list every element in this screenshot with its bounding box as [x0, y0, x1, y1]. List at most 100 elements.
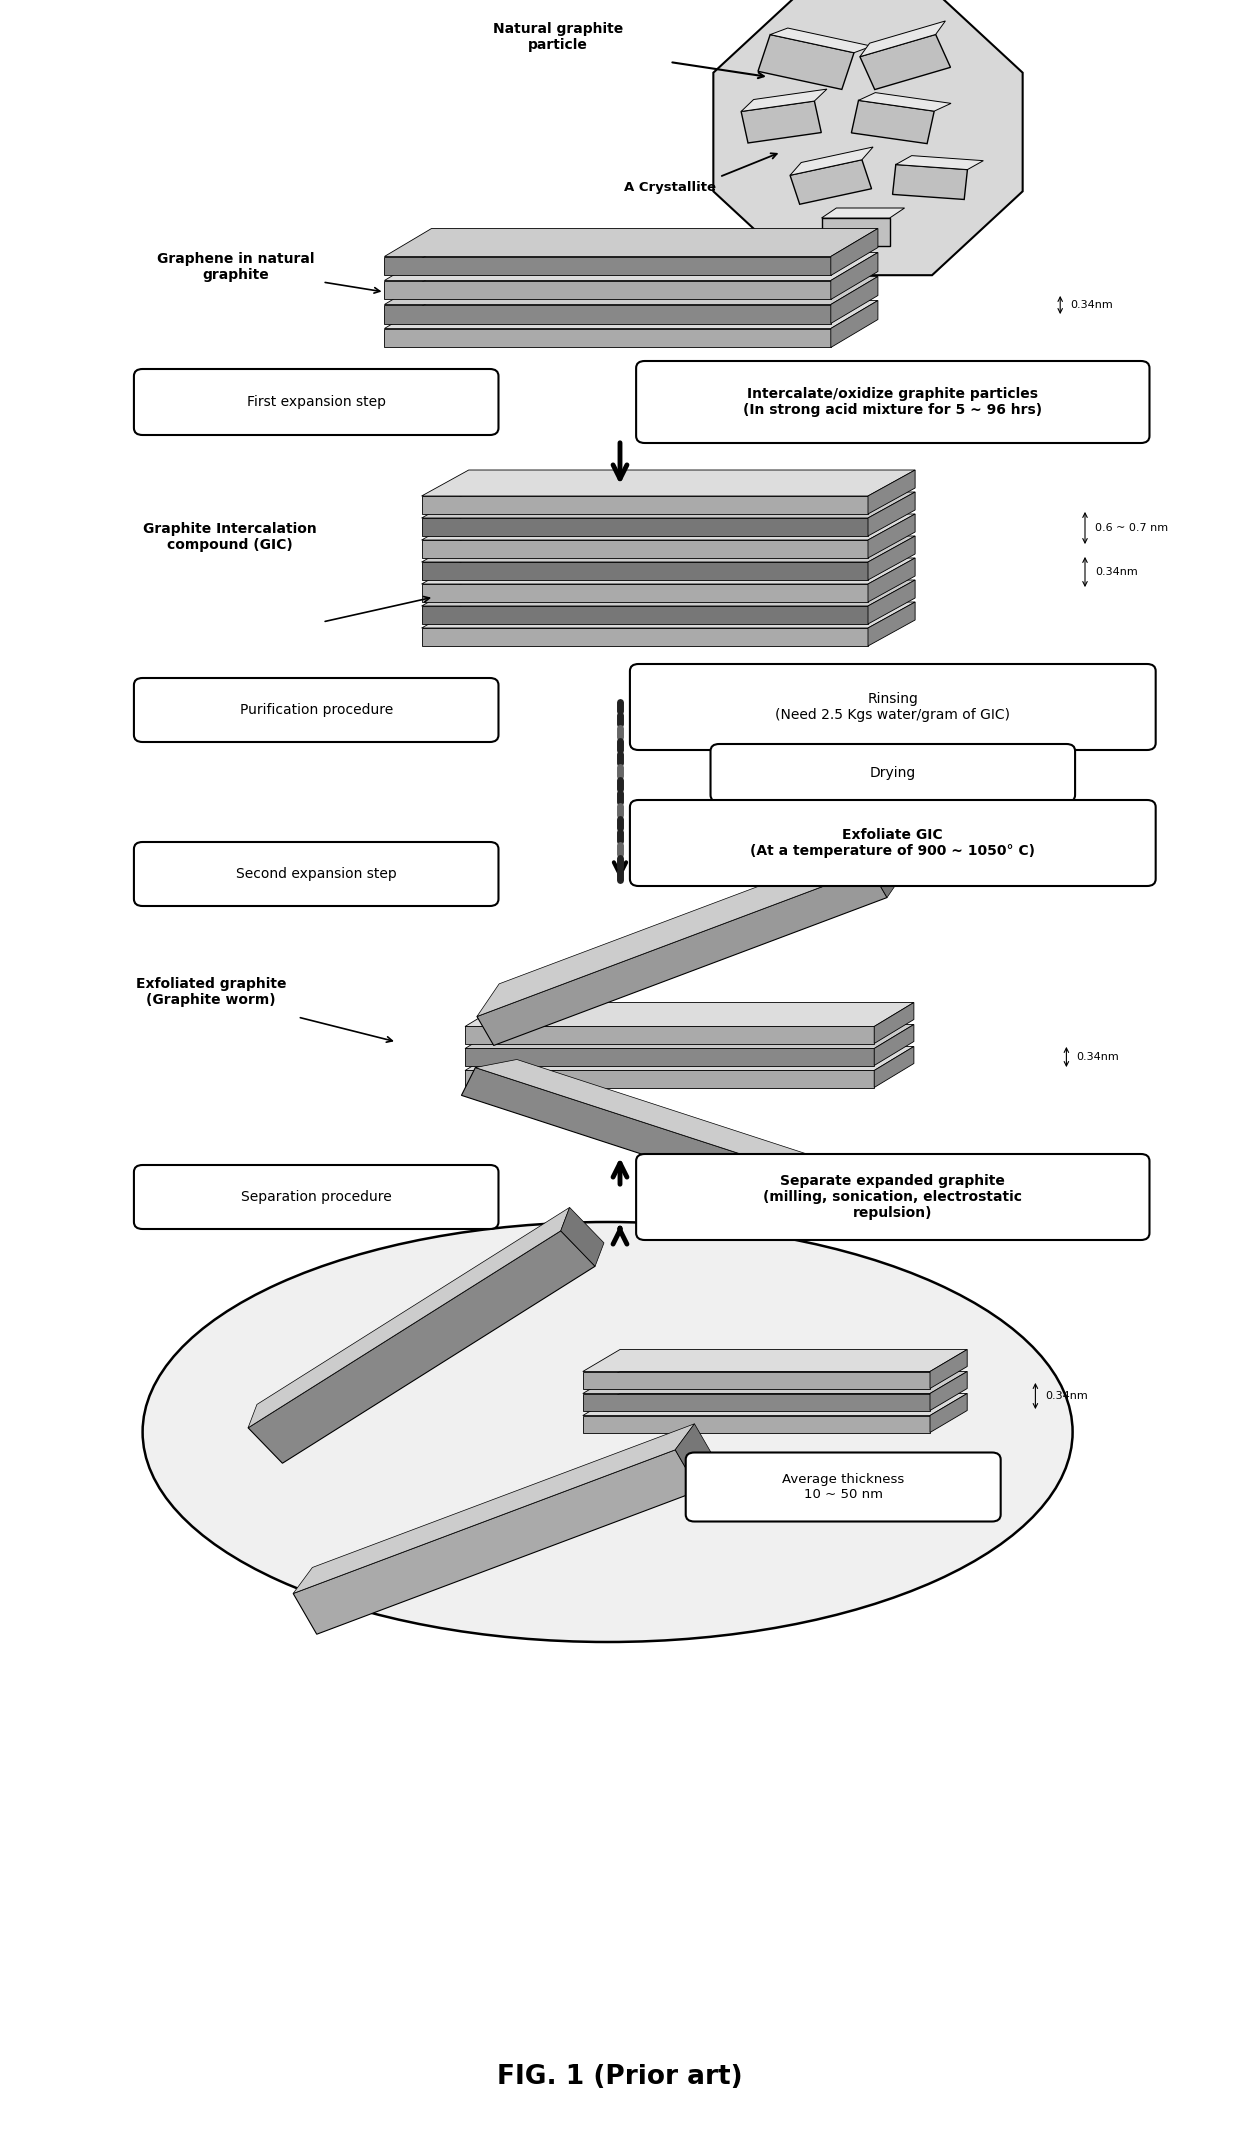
Polygon shape — [713, 0, 1023, 275]
Polygon shape — [384, 305, 831, 324]
Text: Graphene in natural
graphite: Graphene in natural graphite — [156, 252, 315, 281]
Polygon shape — [477, 836, 893, 1017]
Polygon shape — [422, 563, 868, 580]
Polygon shape — [742, 100, 821, 143]
Polygon shape — [790, 147, 873, 175]
Polygon shape — [384, 256, 831, 275]
Polygon shape — [874, 1025, 914, 1066]
Polygon shape — [895, 156, 983, 171]
FancyBboxPatch shape — [630, 800, 1156, 887]
Polygon shape — [422, 535, 915, 563]
Polygon shape — [831, 277, 878, 324]
Polygon shape — [831, 228, 878, 275]
Polygon shape — [868, 469, 915, 514]
Polygon shape — [893, 164, 967, 200]
Text: 0.34nm: 0.34nm — [1045, 1390, 1087, 1401]
Polygon shape — [852, 100, 934, 143]
FancyBboxPatch shape — [711, 744, 1075, 802]
Polygon shape — [821, 217, 890, 245]
Polygon shape — [293, 1424, 694, 1593]
Polygon shape — [422, 629, 868, 646]
Polygon shape — [868, 601, 915, 646]
Polygon shape — [293, 1450, 699, 1635]
Polygon shape — [248, 1230, 595, 1463]
Polygon shape — [583, 1394, 967, 1416]
FancyBboxPatch shape — [636, 1153, 1149, 1241]
Polygon shape — [422, 605, 868, 625]
Polygon shape — [859, 34, 951, 90]
Text: Average thickness
10 ~ 50 nm: Average thickness 10 ~ 50 nm — [782, 1473, 904, 1501]
Polygon shape — [384, 228, 878, 256]
Text: Separate expanded graphite
(milling, sonication, electrostatic
repulsion): Separate expanded graphite (milling, son… — [764, 1175, 1022, 1220]
Polygon shape — [384, 301, 878, 328]
Polygon shape — [422, 514, 915, 539]
Text: 0.34nm: 0.34nm — [1095, 567, 1137, 578]
Polygon shape — [422, 518, 868, 535]
Text: Drying: Drying — [869, 765, 916, 780]
FancyBboxPatch shape — [630, 663, 1156, 750]
Polygon shape — [465, 1047, 914, 1070]
Polygon shape — [868, 492, 915, 535]
Polygon shape — [770, 28, 872, 53]
Polygon shape — [858, 92, 951, 111]
Polygon shape — [465, 1070, 874, 1087]
Polygon shape — [868, 559, 915, 601]
Text: 0.34nm: 0.34nm — [1070, 301, 1112, 309]
Polygon shape — [583, 1416, 930, 1433]
Polygon shape — [422, 539, 868, 559]
Polygon shape — [422, 492, 915, 518]
Polygon shape — [465, 1025, 874, 1043]
Text: Second expansion step: Second expansion step — [236, 868, 397, 881]
Polygon shape — [868, 580, 915, 625]
Polygon shape — [864, 1190, 919, 1226]
FancyBboxPatch shape — [686, 1452, 1001, 1522]
Polygon shape — [758, 34, 854, 90]
Text: Exfoliated graphite
(Graphite worm): Exfoliated graphite (Graphite worm) — [135, 976, 286, 1006]
Text: 0.34nm: 0.34nm — [1076, 1051, 1118, 1062]
FancyBboxPatch shape — [134, 678, 498, 742]
Polygon shape — [465, 1049, 874, 1066]
Polygon shape — [831, 252, 878, 298]
Text: 0.6 ~ 0.7 nm: 0.6 ~ 0.7 nm — [1095, 522, 1168, 533]
Polygon shape — [422, 497, 868, 514]
Polygon shape — [831, 301, 878, 348]
Polygon shape — [874, 1002, 914, 1043]
Polygon shape — [475, 1060, 919, 1198]
Polygon shape — [930, 1371, 967, 1411]
Polygon shape — [874, 1047, 914, 1087]
Polygon shape — [859, 21, 945, 58]
Polygon shape — [868, 514, 915, 559]
Polygon shape — [384, 281, 831, 298]
Polygon shape — [583, 1394, 930, 1411]
Text: FIG. 1 (Prior art): FIG. 1 (Prior art) — [497, 2064, 743, 2089]
Text: Purification procedure: Purification procedure — [239, 704, 393, 716]
Polygon shape — [583, 1371, 967, 1394]
Text: Graphite Intercalation
compound (GIC): Graphite Intercalation compound (GIC) — [143, 522, 316, 552]
Polygon shape — [870, 836, 909, 898]
Polygon shape — [583, 1371, 930, 1388]
Polygon shape — [930, 1394, 967, 1433]
Polygon shape — [477, 868, 887, 1045]
Text: First expansion step: First expansion step — [247, 394, 386, 409]
Ellipse shape — [143, 1222, 1073, 1642]
Polygon shape — [676, 1424, 718, 1490]
Polygon shape — [461, 1068, 878, 1226]
Polygon shape — [465, 1002, 914, 1025]
Polygon shape — [930, 1350, 967, 1388]
Polygon shape — [465, 1025, 914, 1049]
Text: Intercalate/oxidize graphite particles
(In strong acid mixture for 5 ~ 96 hrs): Intercalate/oxidize graphite particles (… — [743, 386, 1043, 418]
Text: Natural graphite
particle: Natural graphite particle — [492, 21, 624, 51]
Polygon shape — [422, 469, 915, 497]
Polygon shape — [248, 1207, 569, 1428]
FancyBboxPatch shape — [636, 360, 1149, 443]
Polygon shape — [422, 601, 915, 629]
Text: Exfoliate GIC
(At a temperature of 900 ~ 1050° C): Exfoliate GIC (At a temperature of 900 ~… — [750, 827, 1035, 857]
Polygon shape — [868, 535, 915, 580]
Text: A Crystallite: A Crystallite — [624, 181, 715, 194]
FancyBboxPatch shape — [134, 1164, 498, 1228]
Polygon shape — [422, 559, 915, 584]
Polygon shape — [422, 580, 915, 605]
Polygon shape — [384, 277, 878, 305]
FancyBboxPatch shape — [134, 842, 498, 906]
Polygon shape — [560, 1207, 604, 1266]
